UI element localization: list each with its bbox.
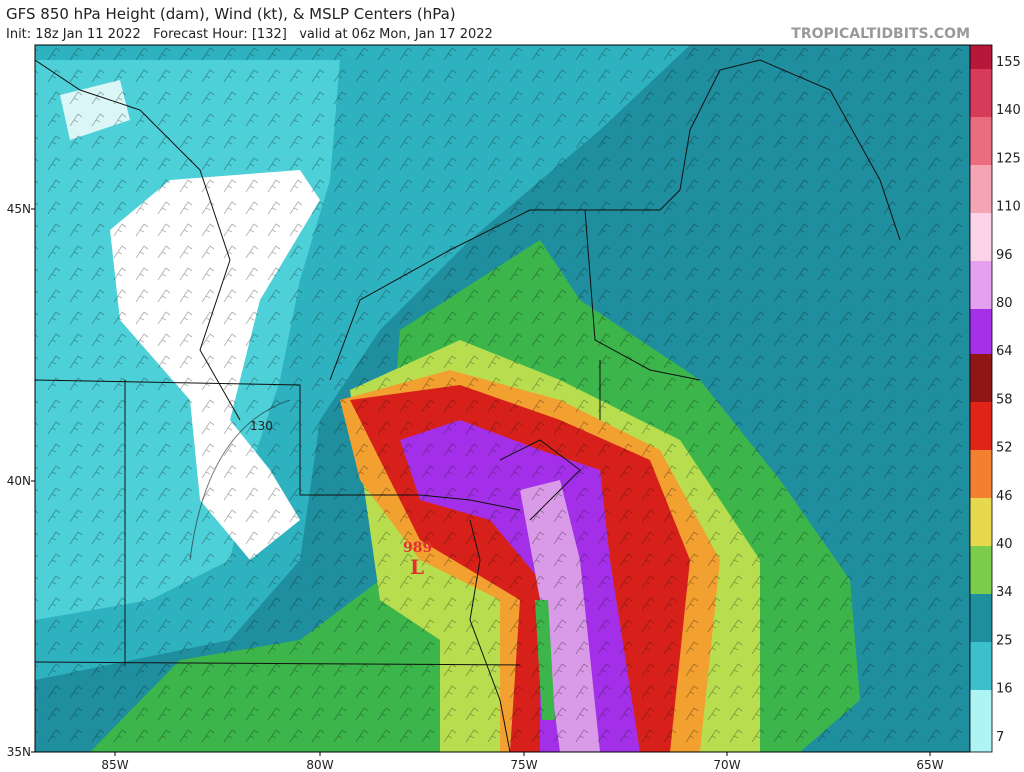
colorbar-label: 96 [996, 248, 1013, 263]
colorbar-label: 34 [996, 585, 1013, 600]
lon-label: 85W [101, 758, 128, 772]
colorbar [969, 44, 993, 753]
colorbar-label: 52 [996, 441, 1013, 456]
colorbar-label: 125 [996, 151, 1021, 166]
lat-label: 45N [7, 202, 31, 216]
map: 130 989 L [35, 45, 970, 752]
colorbar-label: 110 [996, 200, 1021, 215]
colorbar-label: 155 [996, 55, 1021, 70]
lon-label: 75W [510, 758, 537, 772]
colorbar-label: 40 [996, 537, 1013, 552]
lat-label: 35N [7, 745, 31, 759]
lon-label: 65W [916, 758, 943, 772]
axes: 45N 40N 35N 85W 80W 75W 70W 65W 155 140 125 110 96 80… [7, 55, 1021, 772]
low-center: L [410, 555, 424, 579]
colorbar-label: 58 [996, 392, 1013, 407]
subtitle: Init: 18z Jan 11 2022 Forecast Hour: [13… [6, 27, 493, 42]
lon-label: 80W [306, 758, 333, 772]
pressure-label: 989 [403, 540, 432, 556]
colorbar-label: 16 [996, 682, 1013, 697]
lat-label: 40N [7, 474, 31, 488]
colorbar-label: 25 [996, 633, 1013, 648]
lon-label: 70W [713, 758, 740, 772]
colorbar-label: 46 [996, 489, 1013, 504]
colorbar-label: 140 [996, 103, 1021, 118]
colorbar-label: 64 [996, 344, 1013, 359]
contour-label: 130 [250, 419, 273, 433]
colorbar-label: 80 [996, 296, 1013, 311]
title: GFS 850 hPa Height (dam), Wind (kt), & M… [6, 5, 456, 23]
watermark: TROPICALTIDBITS.COM [791, 26, 970, 42]
colorbar-label: 7 [996, 730, 1004, 745]
